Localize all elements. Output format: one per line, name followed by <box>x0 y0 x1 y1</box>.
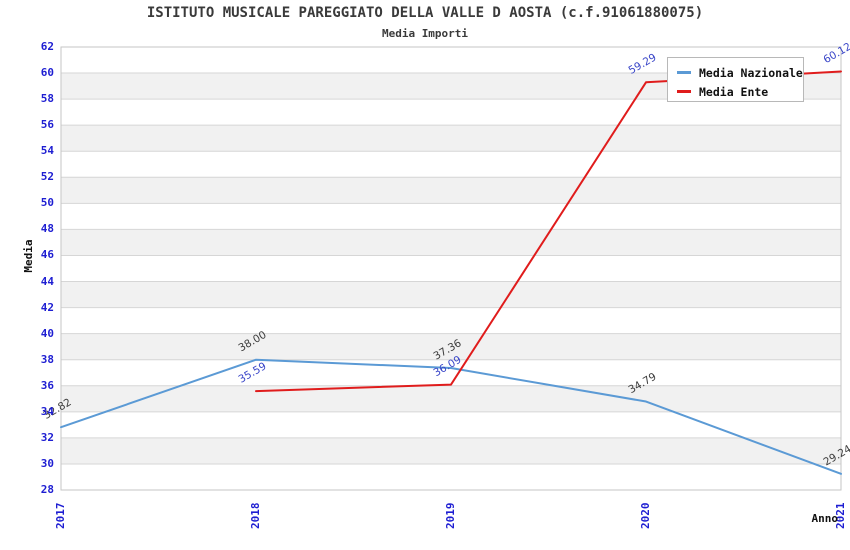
y-tick-label: 44 <box>40 274 54 288</box>
x-tick-label: 2019 <box>444 502 457 530</box>
chart-title: ISTITUTO MUSICALE PAREGGIATO DELLA VALLE… <box>146 5 704 21</box>
plot-band <box>61 411 841 438</box>
y-tick-label: 62 <box>40 40 54 53</box>
series-line-media-nazionale <box>60 358 842 475</box>
plot-band <box>61 281 841 308</box>
y-tick-label: 46 <box>40 248 54 262</box>
x-tick-label: 2018 <box>249 502 262 530</box>
y-tick-label: 50 <box>40 196 54 210</box>
y-tick-label: 54 <box>40 144 54 158</box>
plot-band <box>61 99 841 126</box>
plot-band <box>61 255 841 282</box>
x-tick-label: 2017 <box>54 502 67 530</box>
legend-item: Media Nazionale <box>677 63 803 82</box>
plot-band <box>61 177 841 204</box>
y-tick-label: 60 <box>40 66 54 80</box>
x-tick-label: 2020 <box>639 502 652 530</box>
y-tick-label: 32 <box>40 430 54 444</box>
plot-band <box>61 385 841 412</box>
plot-band <box>61 437 841 464</box>
plot-band <box>61 463 841 490</box>
legend-swatch-icon <box>677 90 691 93</box>
y-tick-label: 58 <box>40 92 54 106</box>
y-tick-label: 42 <box>40 300 54 314</box>
y-tick-label: 36 <box>40 378 54 392</box>
y-tick-label: 34 <box>40 404 54 418</box>
y-tick-label: 38 <box>40 352 54 366</box>
legend-label: Media Ente <box>699 84 769 99</box>
legend-swatch-icon <box>677 71 691 74</box>
y-tick-label: 30 <box>40 456 54 470</box>
plot-band <box>61 151 841 178</box>
plot-band <box>61 203 841 230</box>
y-tick-label: 52 <box>40 170 54 184</box>
legend: Media Nazionale Media Ente <box>667 57 804 102</box>
x-axis-title: Anno <box>811 512 839 525</box>
plot-border <box>60 46 842 491</box>
y-tick-label: 48 <box>40 222 54 236</box>
chart-subtitle: Media Importi <box>381 27 469 40</box>
y-tick-label: 56 <box>40 118 54 132</box>
y-tick-label: 40 <box>40 326 54 340</box>
plot-band <box>61 125 841 152</box>
legend-label: Media Nazionale <box>699 65 803 80</box>
y-tick-label: 28 <box>40 483 54 496</box>
plot-band <box>61 307 841 334</box>
plot-band <box>61 229 841 256</box>
plot-band <box>61 333 841 360</box>
legend-item: Media Ente <box>677 82 803 101</box>
